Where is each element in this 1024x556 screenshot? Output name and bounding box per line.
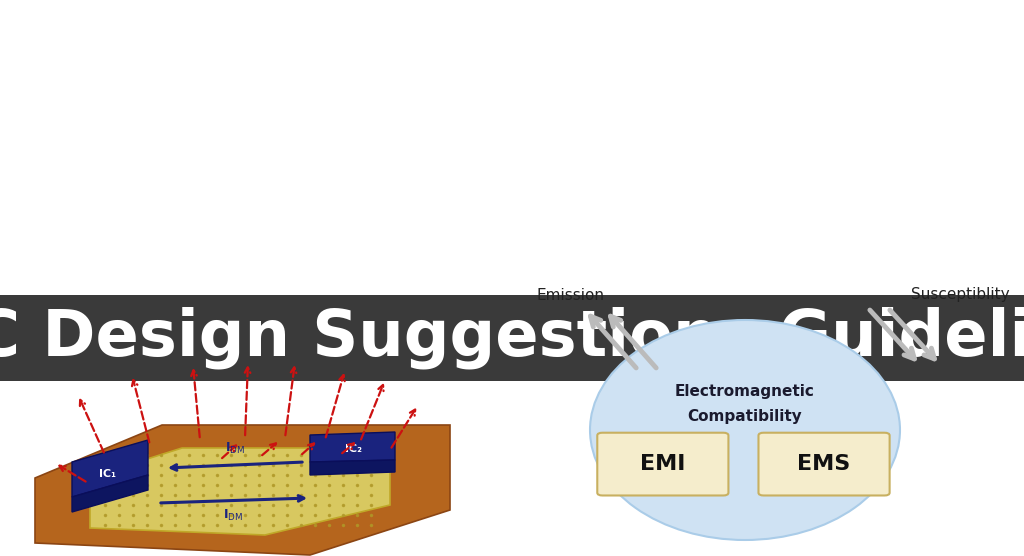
Text: I$_{\rm DM}$: I$_{\rm DM}$ bbox=[225, 441, 245, 456]
Text: Susceptiblity: Susceptiblity bbox=[910, 287, 1010, 302]
Polygon shape bbox=[72, 475, 148, 512]
Ellipse shape bbox=[590, 320, 900, 540]
FancyBboxPatch shape bbox=[759, 433, 890, 495]
Polygon shape bbox=[310, 432, 395, 462]
FancyBboxPatch shape bbox=[0, 381, 1024, 556]
Text: IC₂: IC₂ bbox=[344, 444, 361, 454]
Polygon shape bbox=[90, 448, 390, 535]
Text: Electromagnetic: Electromagnetic bbox=[675, 384, 815, 399]
Text: EMC Design Suggestions Guidelines: EMC Design Suggestions Guidelines bbox=[0, 306, 1024, 369]
Text: EMS: EMS bbox=[798, 454, 851, 474]
Polygon shape bbox=[72, 440, 148, 497]
Polygon shape bbox=[310, 460, 395, 475]
Text: Emission: Emission bbox=[536, 287, 604, 302]
FancyBboxPatch shape bbox=[0, 295, 1024, 381]
Text: I$_{\rm DM}$: I$_{\rm DM}$ bbox=[223, 508, 243, 523]
FancyBboxPatch shape bbox=[597, 433, 728, 495]
Text: EMI: EMI bbox=[640, 454, 685, 474]
Polygon shape bbox=[35, 425, 450, 555]
Text: IC₁: IC₁ bbox=[99, 469, 117, 479]
Text: Compatibility: Compatibility bbox=[688, 409, 803, 424]
